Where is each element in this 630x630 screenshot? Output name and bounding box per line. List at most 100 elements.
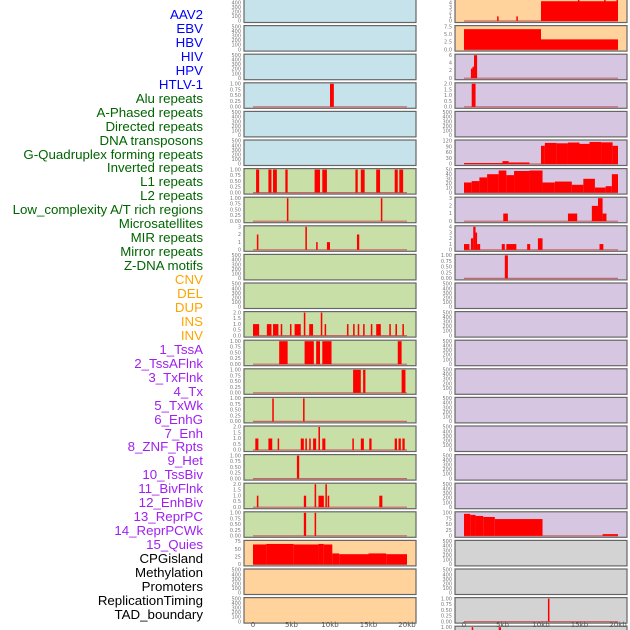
data-bar <box>494 519 543 536</box>
y-tick-label: 400 <box>442 458 452 464</box>
y-tick-label: 200 <box>231 153 241 159</box>
data-bar <box>318 543 324 565</box>
y-tick-label: 0 <box>449 162 452 168</box>
data-bar <box>316 242 318 250</box>
y-tick-label: 0.25 <box>230 385 241 391</box>
y-tick-label: 2 <box>449 236 452 242</box>
y-tick-label: 30 <box>446 177 452 183</box>
y-tick-label: 0 <box>238 562 241 568</box>
data-bar <box>464 244 470 250</box>
y-tick-label: 500 <box>231 110 241 116</box>
y-tick-label: 200 <box>442 353 452 359</box>
y-tick-label: 0 <box>238 19 241 25</box>
y-tick-label: 300 <box>442 291 452 297</box>
y-tick-label: 0 <box>449 448 452 454</box>
y-tick-label: 100 <box>442 443 452 449</box>
y-tick-label: 400 <box>231 258 241 264</box>
data-bar <box>314 169 320 193</box>
y-tick-label: 200 <box>442 496 452 502</box>
y-tick-label: 25 <box>235 554 241 560</box>
panel-background <box>243 425 417 453</box>
panel-background <box>454 454 628 481</box>
y-tick-label: 0 <box>449 591 452 597</box>
y-tick-label: 300 <box>231 148 241 154</box>
track-label: 11_BivFlnk <box>138 481 203 497</box>
y-tick-label: 500 <box>442 368 452 374</box>
y-tick-label: 200 <box>231 10 241 16</box>
y-tick-label: 25 <box>446 528 452 534</box>
data-bar <box>497 16 499 21</box>
y-tick-label: 2.0 <box>233 482 241 488</box>
y-tick-label: 400 <box>442 286 452 292</box>
y-tick-label: 200 <box>442 324 452 330</box>
panel-background <box>243 482 417 510</box>
data-bar <box>322 438 326 450</box>
y-tick-label: 0.00 <box>230 534 241 540</box>
data-bar <box>268 169 272 193</box>
y-tick-label: 200 <box>231 38 241 44</box>
y-tick-label: 0 <box>449 505 452 511</box>
y-tick-label: 0.75 <box>230 345 241 351</box>
panel-background <box>454 311 628 338</box>
data-bar <box>464 163 503 164</box>
data-bar <box>506 175 515 193</box>
y-tick-label: 400 <box>231 601 241 607</box>
data-bar <box>314 512 317 536</box>
panel-background <box>243 25 417 52</box>
data-bar <box>330 83 334 107</box>
y-tick-label: 400 <box>231 29 241 35</box>
track-label: Directed repeats <box>105 118 203 134</box>
data-bar <box>294 324 301 336</box>
y-tick-label: 50 <box>235 547 241 553</box>
y-tick-label: 500 <box>442 339 452 345</box>
data-bar <box>363 369 366 393</box>
y-tick-label: 0.00 <box>441 276 452 282</box>
y-tick-label: 0 <box>449 476 452 482</box>
y-tick-label: 75 <box>446 516 452 522</box>
y-tick-label: 5.0 <box>444 32 452 38</box>
data-bar <box>537 238 543 250</box>
panel-background <box>243 596 417 624</box>
y-tick-label: 200 <box>442 582 452 588</box>
data-bar <box>502 161 509 164</box>
y-tick-label: 300 <box>442 577 452 583</box>
data-bar <box>504 255 508 279</box>
data-bar <box>353 324 355 336</box>
y-tick-label: 400 <box>442 372 452 378</box>
track-label: 2_TssAFlnk <box>134 355 203 371</box>
y-tick-label: 1.5 <box>233 488 241 494</box>
data-bar <box>397 341 402 365</box>
y-tick-label: 0 <box>238 133 241 139</box>
panel-background <box>243 253 417 281</box>
y-tick-label: 0.00 <box>230 190 241 196</box>
y-tick-label: 1.5 <box>233 316 241 322</box>
data-bar <box>597 198 603 222</box>
x-tick-label: 10kb <box>321 621 339 629</box>
y-tick-label: 200 <box>442 381 452 387</box>
data-bar <box>471 83 476 107</box>
y-tick-label: 0.25 <box>230 356 241 362</box>
data-bar <box>356 234 360 250</box>
x-tick-label: 20kb <box>609 621 627 629</box>
y-tick-label: 1.5 <box>233 430 241 436</box>
data-bar <box>602 534 618 536</box>
y-tick-label: 100 <box>231 14 241 20</box>
data-bar <box>322 169 327 193</box>
y-tick-label: 0.5 <box>233 442 241 448</box>
data-bar <box>370 324 373 336</box>
y-tick-label: 500 <box>442 453 452 459</box>
panel-background <box>243 368 417 395</box>
data-bar <box>612 145 618 164</box>
y-tick-label: 50 <box>446 167 452 173</box>
data-bar <box>355 169 358 193</box>
data-bar <box>289 324 292 336</box>
y-tick-label: 2 <box>238 232 241 238</box>
data-bar <box>353 369 361 393</box>
data-bar <box>327 495 330 508</box>
y-tick-label: 2.5 <box>444 40 452 46</box>
y-tick-label: 0 <box>238 162 241 168</box>
y-tick-label: 0.50 <box>230 93 241 99</box>
y-tick-label: 100 <box>442 558 452 564</box>
data-bar <box>594 187 606 193</box>
